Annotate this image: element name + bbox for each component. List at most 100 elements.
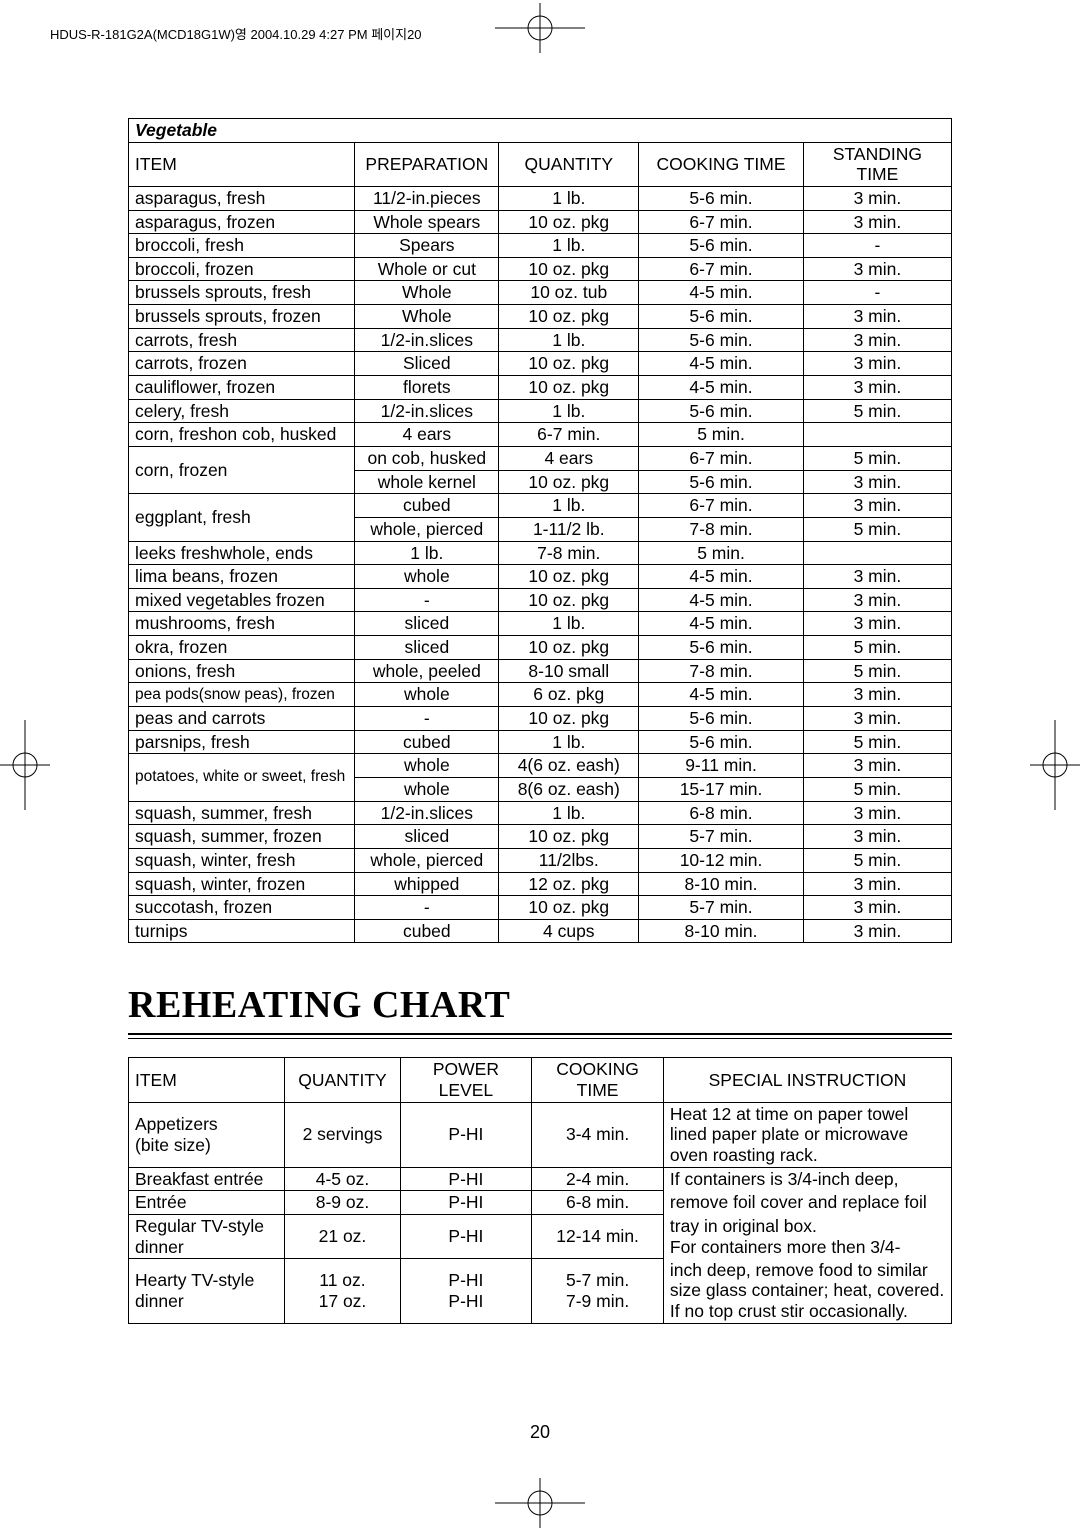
cell-item: squash, summer, fresh — [129, 801, 355, 825]
cell-qty: 12 oz. pkg — [499, 872, 639, 896]
cell-cook: 5-6 min. — [639, 730, 804, 754]
crop-mark-top — [495, 3, 585, 53]
cell-stand: 3 min. — [803, 825, 951, 849]
cell-cook: 5-6 min. — [639, 636, 804, 660]
page-content: Vegetable ITEM PREPARATION QUANTITY COOK… — [128, 118, 952, 1324]
cell-stand: 3 min. — [803, 707, 951, 731]
cell-cook: 6-7 min. — [639, 446, 804, 470]
cell-item: succotash, frozen — [129, 896, 355, 920]
cell-stand: 3 min. — [803, 588, 951, 612]
table-row: succotash, frozen-10 oz. pkg5-7 min.3 mi… — [129, 896, 952, 920]
rcol-qty: QUANTITY — [285, 1058, 400, 1102]
cell-stand: - — [803, 234, 951, 258]
cell-stand: 3 min. — [803, 352, 951, 376]
cell-prep: 1/2-in.slices — [355, 399, 499, 423]
cell-prep: whole, pierced — [355, 848, 499, 872]
table-row: mixed vegetables frozen-10 oz. pkg4-5 mi… — [129, 588, 952, 612]
cell-prep: Whole — [355, 305, 499, 329]
cell-qty: 8-9 oz. — [285, 1191, 400, 1215]
cell-item: asparagus, fresh — [129, 186, 355, 210]
cell-prep: Spears — [355, 234, 499, 258]
crop-mark-left — [0, 720, 50, 810]
cell-qty: 4 ears — [499, 446, 639, 470]
crop-mark-bottom — [495, 1478, 585, 1528]
cell-prep: sliced — [355, 612, 499, 636]
cell-prep: 1 lb. — [355, 541, 499, 565]
table-row: carrots, frozenSliced10 oz. pkg4-5 min.3… — [129, 352, 952, 376]
cell-cook: 5-6 min. — [639, 186, 804, 210]
cell-stand: 3 min. — [803, 919, 951, 943]
cell-cook: 4-5 min. — [639, 352, 804, 376]
page-number: 20 — [0, 1422, 1080, 1443]
cell-note: If containers is 3/4-inch deep, — [663, 1167, 951, 1191]
cell-stand: 5 min. — [803, 777, 951, 801]
cell-prep: - — [355, 588, 499, 612]
cell-cook: 6-7 min. — [639, 494, 804, 518]
cell-prep: 4 ears — [355, 423, 499, 447]
table-row: Breakfast entrée4-5 oz.P-HI2-4 min.If co… — [129, 1167, 952, 1191]
cell-stand: 5 min. — [803, 659, 951, 683]
cell-item: broccoli, frozen — [129, 257, 355, 281]
cell-prep: 1/2-in.slices — [355, 801, 499, 825]
table-row: squash, winter, freshwhole, pierced11/2l… — [129, 848, 952, 872]
cell-stand: 5 min. — [803, 399, 951, 423]
cell-pl: P-HIP-HI — [400, 1259, 532, 1323]
cell-item: broccoli, fresh — [129, 234, 355, 258]
cell-stand: 3 min. — [803, 683, 951, 707]
table-row: onions, freshwhole, peeled8-10 small7-8 … — [129, 659, 952, 683]
cell-stand: 3 min. — [803, 186, 951, 210]
cell-prep: sliced — [355, 636, 499, 660]
cell-stand: 3 min. — [803, 210, 951, 234]
cell-qty: 1 lb. — [499, 801, 639, 825]
cell-cook: 12-14 min. — [532, 1214, 664, 1258]
cell-cook: 10-12 min. — [639, 848, 804, 872]
cell-qty: 10 oz. pkg — [499, 470, 639, 494]
cell-cook: 4-5 min. — [639, 376, 804, 400]
cell-qty: 10 oz. pkg — [499, 707, 639, 731]
table-row: lima beans, frozenwhole10 oz. pkg4-5 min… — [129, 565, 952, 589]
cell-cook: 2-4 min. — [532, 1167, 664, 1191]
double-rule — [128, 1033, 952, 1039]
cell-prep: cubed — [355, 730, 499, 754]
cell-pl: P-HI — [400, 1214, 532, 1258]
vegetable-table: Vegetable ITEM PREPARATION QUANTITY COOK… — [128, 118, 952, 943]
cell-stand: 5 min. — [803, 848, 951, 872]
cell-qty: 10 oz. pkg — [499, 565, 639, 589]
cell-item: lima beans, frozen — [129, 565, 355, 589]
table-row: Entrée8-9 oz.P-HI6-8 min.remove foil cov… — [129, 1191, 952, 1215]
cell-qty: 1 lb. — [499, 234, 639, 258]
col-stand: STANDING TIME — [803, 142, 951, 186]
cell-stand: 3 min. — [803, 328, 951, 352]
cell-cook: 6-7 min. — [639, 257, 804, 281]
cell-cook: 8-10 min. — [639, 872, 804, 896]
cell-prep: cubed — [355, 494, 499, 518]
cell-qty: 10 oz. pkg — [499, 305, 639, 329]
table-row: asparagus, frozenWhole spears10 oz. pkg6… — [129, 210, 952, 234]
cell-item: potatoes, white or sweet, fresh — [129, 754, 355, 801]
cell-qty: 2 servings — [285, 1102, 400, 1167]
table-row: okra, frozensliced10 oz. pkg5-6 min.5 mi… — [129, 636, 952, 660]
cell-qty: 4(6 oz. eash) — [499, 754, 639, 778]
cell-pl: P-HI — [400, 1167, 532, 1191]
table-row: pea pods(snow peas), frozenwhole6 oz. pk… — [129, 683, 952, 707]
cell-prep: Whole — [355, 281, 499, 305]
cell-prep: whole — [355, 683, 499, 707]
col-prep: PREPARATION — [355, 142, 499, 186]
cell-item: celery, fresh — [129, 399, 355, 423]
cell-item: carrots, fresh — [129, 328, 355, 352]
table-row: squash, summer, frozensliced10 oz. pkg5-… — [129, 825, 952, 849]
cell-note: inch deep, remove food to similar size g… — [663, 1259, 951, 1323]
col-cook: COOKING TIME — [639, 142, 804, 186]
cell-item: squash, summer, frozen — [129, 825, 355, 849]
cell-prep: whole — [355, 777, 499, 801]
cell-cook: 4-5 min. — [639, 281, 804, 305]
cell-item: asparagus, frozen — [129, 210, 355, 234]
cell-cook: 4-5 min. — [639, 612, 804, 636]
cell-cook: 15-17 min. — [639, 777, 804, 801]
cell-stand: 5 min. — [803, 517, 951, 541]
col-item: ITEM — [129, 142, 355, 186]
cell-item: Hearty TV-style dinner — [129, 1259, 285, 1323]
cell-note: remove foil cover and replace foil — [663, 1191, 951, 1215]
cell-prep: whole, pierced — [355, 517, 499, 541]
cell-item: onions, fresh — [129, 659, 355, 683]
